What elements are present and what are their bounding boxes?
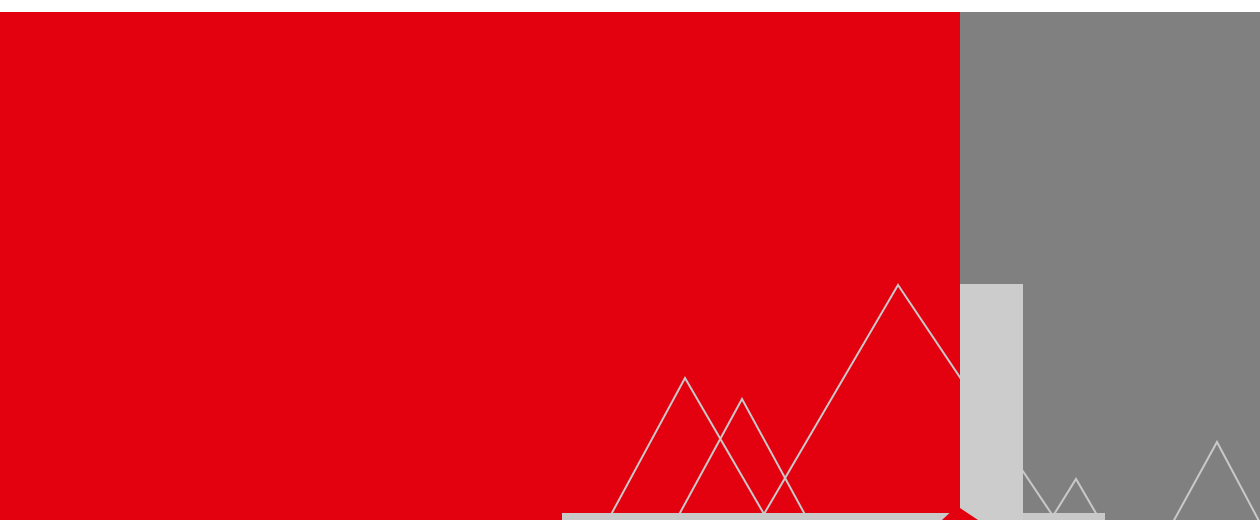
mountain-outline-right [1172,439,1260,520]
mountain-outline-middle [674,396,810,520]
light-bar [960,284,1023,520]
red-foot-triangle [942,506,978,520]
red-panel [0,12,960,520]
bottom-strip [562,513,1105,520]
mountain-outline-left [606,283,1098,520]
